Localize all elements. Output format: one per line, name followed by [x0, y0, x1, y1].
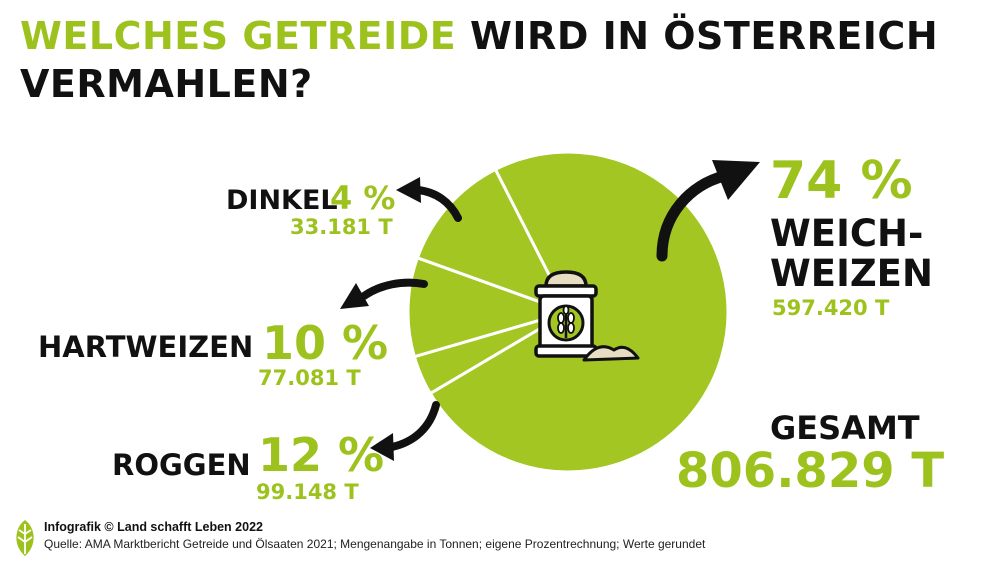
arrow-dinkel-icon	[396, 177, 462, 222]
page-title: WELCHES GETREIDE WIRD IN ÖSTERREICH VERM…	[20, 12, 938, 108]
title-highlight: WELCHES GETREIDE	[20, 14, 457, 58]
weichweizen-percent: 74 %	[770, 151, 913, 211]
footer-credit: Infografik © Land schafft Leben 2022	[44, 520, 263, 534]
weichweizen-label-line1: WEICH-	[770, 212, 924, 255]
flour-sack-icon	[534, 270, 640, 362]
dinkel-percent: 4 %	[330, 179, 396, 217]
roggen-label: ROGGEN	[112, 448, 251, 482]
hartweizen-percent: 10 %	[262, 316, 389, 370]
title-rest-line2: VERMAHLEN?	[20, 62, 313, 106]
pie-slice-hartweizen	[406, 255, 573, 359]
hartweizen-label: HARTWEIZEN	[38, 330, 254, 364]
weichweizen-label-line2: WEIZEN	[770, 252, 933, 295]
roggen-value: 99.148 T	[256, 480, 359, 504]
title-rest: WIRD IN ÖSTERREICH	[470, 14, 939, 58]
arrow-roggen-icon	[370, 401, 440, 461]
roggen-percent: 12 %	[258, 428, 385, 482]
hartweizen-value: 77.081 T	[258, 366, 361, 390]
dinkel-value: 33.181 T	[290, 215, 393, 239]
total-value: 806.829 T	[676, 443, 945, 499]
footer-source: Quelle: AMA Marktbericht Getreide und Öl…	[44, 537, 706, 551]
dinkel-label: DINKEL	[226, 185, 338, 216]
weichweizen-value: 597.420 T	[772, 296, 890, 320]
total-label: GESAMT	[770, 409, 920, 447]
arrow-hartweizen-icon	[340, 278, 428, 309]
leaf-logo-icon	[16, 520, 34, 556]
arrow-weichweizen-icon	[656, 160, 760, 262]
